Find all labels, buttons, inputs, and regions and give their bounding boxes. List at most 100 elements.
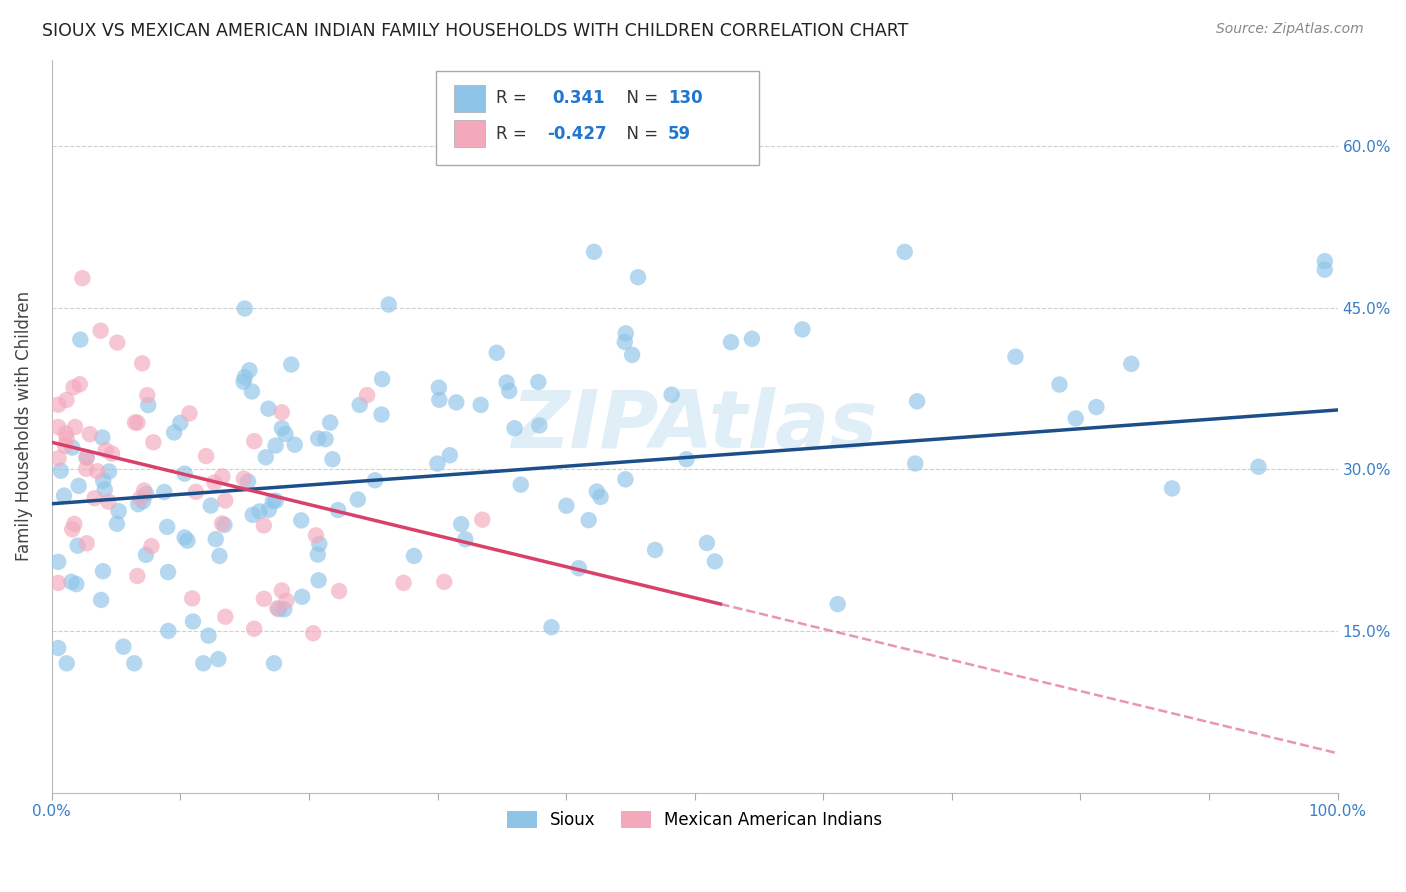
Point [243, 434, 266, 448]
Point [471, 513, 494, 527]
Text: ZIPAtlas: ZIPAtlas [512, 387, 877, 465]
Point [65, 577, 87, 591]
Point [253, 518, 276, 533]
Point [153, 485, 176, 500]
Point [243, 622, 266, 636]
Point [319, 416, 342, 430]
Point [214, 517, 236, 532]
Point [527, 375, 550, 389]
Point [204, 532, 226, 546]
Point [193, 657, 215, 671]
Point [439, 448, 461, 462]
Point [364, 473, 387, 487]
Point [1313, 254, 1336, 268]
Point [644, 543, 666, 558]
Text: R =: R = [496, 89, 537, 107]
Point [370, 408, 392, 422]
Point [105, 516, 128, 531]
Point [72, 271, 94, 285]
Point [179, 406, 201, 420]
Point [91, 474, 114, 488]
Point [792, 322, 814, 336]
Point [76, 450, 98, 465]
Point [214, 609, 236, 624]
Point [124, 416, 146, 430]
Point [426, 457, 449, 471]
Point [76, 450, 98, 464]
Point [614, 472, 637, 486]
Point [62, 380, 84, 394]
Point [720, 335, 742, 350]
Point [181, 615, 204, 629]
Legend: Sioux, Mexican American Indians: Sioux, Mexican American Indians [501, 804, 889, 836]
Point [211, 469, 233, 483]
Point [202, 475, 225, 490]
Point [371, 372, 394, 386]
Point [134, 483, 156, 498]
Point [163, 425, 186, 440]
Point [529, 418, 551, 433]
Point [614, 326, 637, 341]
Point [48, 451, 70, 466]
Point [1121, 357, 1143, 371]
Point [254, 450, 277, 465]
Point [627, 270, 650, 285]
Point [181, 591, 204, 606]
Point [127, 569, 149, 583]
Point [308, 537, 330, 551]
Point [276, 593, 298, 607]
Point [79, 427, 101, 442]
Point [69, 377, 91, 392]
Point [264, 439, 287, 453]
Point [284, 438, 307, 452]
Point [273, 602, 295, 616]
Point [141, 539, 163, 553]
Point [1085, 400, 1108, 414]
Point [242, 508, 264, 522]
Point [498, 384, 520, 398]
Point [197, 629, 219, 643]
Point [582, 244, 605, 259]
Point [253, 591, 276, 606]
Point [270, 583, 292, 598]
Point [142, 435, 165, 450]
Point [60, 441, 83, 455]
Point [49, 464, 72, 478]
Point [307, 548, 329, 562]
Point [176, 533, 198, 548]
Point [55, 432, 77, 446]
Point [214, 493, 236, 508]
Point [302, 626, 325, 640]
Point [904, 457, 927, 471]
Point [135, 487, 157, 501]
Point [280, 358, 302, 372]
Point [184, 484, 207, 499]
Point [266, 601, 288, 615]
Point [97, 494, 120, 508]
Point [427, 392, 450, 407]
Point [53, 439, 76, 453]
Point [270, 405, 292, 419]
Point [156, 520, 179, 534]
Text: N =: N = [616, 125, 664, 143]
Point [129, 491, 152, 506]
Point [90, 324, 112, 338]
Point [127, 416, 149, 430]
Point [308, 574, 330, 588]
Point [83, 491, 105, 505]
Point [1161, 482, 1184, 496]
Point [63, 516, 86, 531]
Point [450, 517, 472, 532]
Text: Source: ZipAtlas.com: Source: ZipAtlas.com [1216, 22, 1364, 37]
Point [132, 494, 155, 508]
Point [46, 576, 69, 591]
Point [346, 492, 368, 507]
Point [307, 432, 329, 446]
Point [211, 516, 233, 531]
Point [157, 624, 180, 638]
Point [661, 387, 683, 401]
Point [236, 475, 259, 489]
Point [200, 499, 222, 513]
Point [238, 363, 260, 377]
Point [131, 356, 153, 370]
